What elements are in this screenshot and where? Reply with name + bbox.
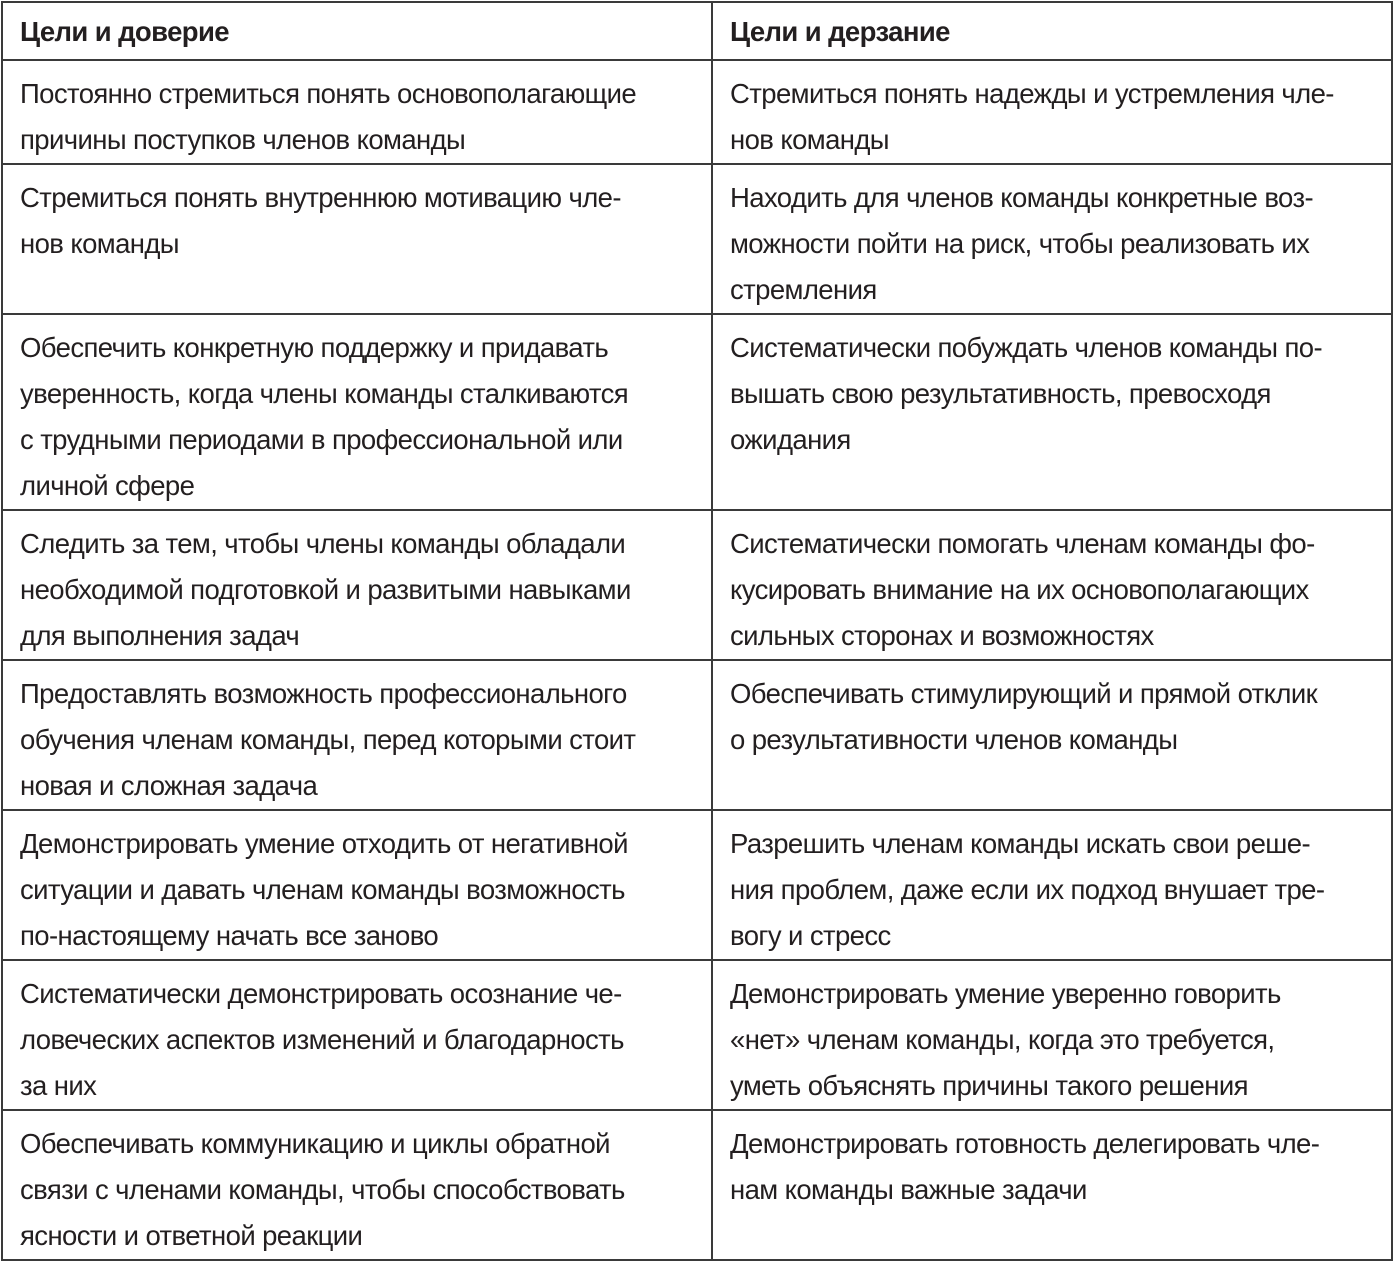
cell-trust: Демонстрировать умение отходить от негат… [1,809,713,961]
cell-line: Следить за тем, чтобы члены команды обла… [20,528,626,559]
cell-line: Предоставлять возможность профессиональн… [20,678,627,709]
cell-line: сильных сторонах и возможностях [730,620,1154,651]
table-row: Следить за тем, чтобы члены команды обла… [1,509,1393,661]
cell-line: Систематически демонстрировать осознание… [20,978,622,1009]
table-row: Обеспечивать коммуникацию и циклы обратн… [1,1109,1393,1261]
header-trust: Цели и доверие [1,1,713,61]
cell-line: обучения членам команды, перед которыми … [20,724,636,755]
cell-line: необходимой подготовкой и развитыми навы… [20,574,631,605]
cell-line: можности пойти на риск, чтобы реализоват… [730,228,1310,259]
table-row: Систематически демонстрировать осознание… [1,959,1393,1111]
table-row: Стремиться понять внутреннюю мотивацию ч… [1,163,1393,315]
table-row: Постоянно стремиться понять основополага… [1,59,1393,165]
cell-line: ясности и ответной реакции [20,1220,363,1251]
table-row: Предоставлять возможность профессиональн… [1,659,1393,811]
cell-line: Разрешить членам команды искать свои реш… [730,828,1311,859]
cell-daring: Демонстрировать готовность делегировать … [711,1109,1393,1261]
cell-line: Стремиться понять надежды и устремления … [730,78,1334,109]
cell-daring: Демонстрировать умение уверенно говорить… [711,959,1393,1111]
cell-line: с трудными периодами в профессиональной … [20,424,623,455]
cell-trust: Обеспечивать коммуникацию и циклы обратн… [1,1109,713,1261]
cell-daring: Систематически побуждать членов команды … [711,313,1393,511]
cell-line: по-настоящему начать все заново [20,920,439,951]
cell-line: нам команды важные задачи [730,1174,1087,1205]
cell-trust: Обеспечить конкретную поддержку и придав… [1,313,713,511]
cell-line: за них [20,1070,97,1101]
cell-line: Демонстрировать умение отходить от негат… [20,828,628,859]
cell-line: ния проблем, даже если их подход внушает… [730,874,1325,905]
cell-line: о результативности членов команды [730,724,1178,755]
cell-daring: Обеспечивать стимулирующий и прямой откл… [711,659,1393,811]
cell-daring: Систематически помогать членам команды ф… [711,509,1393,661]
table-row: Демонстрировать умение отходить от негат… [1,809,1393,961]
cell-line: кусировать внимание на их основополагающ… [730,574,1309,605]
header-daring: Цели и дерзание [711,1,1393,61]
cell-daring: Находить для членов команды конкретные в… [711,163,1393,315]
cell-daring: Стремиться понять надежды и устремления … [711,59,1393,165]
cell-line: Демонстрировать готовность делегировать … [730,1128,1320,1159]
cell-line: ожидания [730,424,851,455]
cell-line: ситуации и давать членам команды возможн… [20,874,625,905]
cell-trust: Предоставлять возможность профессиональн… [1,659,713,811]
cell-line: Обеспечивать коммуникацию и циклы обратн… [20,1128,611,1159]
cell-line: Систематически побуждать членов команды … [730,332,1323,363]
cell-trust: Следить за тем, чтобы члены команды обла… [1,509,713,661]
cell-line: нов команды [730,124,890,155]
cell-line: Демонстрировать умение уверенно говорить [730,978,1281,1009]
table-row: Обеспечить конкретную поддержку и придав… [1,313,1393,511]
cell-daring: Разрешить членам команды искать свои реш… [711,809,1393,961]
header-row: Цели и доверие Цели и дерзание [1,1,1393,61]
cell-line: Обеспечивать стимулирующий и прямой откл… [730,678,1318,709]
cell-line: вышать свою результативность, превосходя [730,378,1271,409]
cell-line: Находить для членов команды конкретные в… [730,182,1314,213]
cell-line: «нет» членам команды, когда это требуетс… [730,1024,1275,1055]
cell-trust: Систематически демонстрировать осознание… [1,959,713,1111]
cell-line: для выполнения задач [20,620,300,651]
cell-line: Стремиться понять внутреннюю мотивацию ч… [20,182,621,213]
cell-line: вогу и стресс [730,920,891,951]
cell-line: Постоянно стремиться понять основополага… [20,78,637,109]
cell-trust: Постоянно стремиться понять основополага… [1,59,713,165]
cell-line: уметь объяснять причины такого решения [730,1070,1248,1101]
cell-line: новая и сложная задача [20,770,318,801]
cell-trust: Стремиться понять внутреннюю мотивацию ч… [1,163,713,315]
cell-line: ловеческих аспектов изменений и благодар… [20,1024,624,1055]
cell-line: связи с членами команды, чтобы способств… [20,1174,625,1205]
cell-line: нов команды [20,228,180,259]
cell-line: уверенность, когда члены команды сталкив… [20,378,629,409]
cell-line: причины поступков членов команды [20,124,466,155]
cell-line: стремления [730,274,877,305]
cell-line: Обеспечить конкретную поддержку и придав… [20,332,609,363]
cell-line: личной сфере [20,470,195,501]
cell-line: Систематически помогать членам команды ф… [730,528,1315,559]
